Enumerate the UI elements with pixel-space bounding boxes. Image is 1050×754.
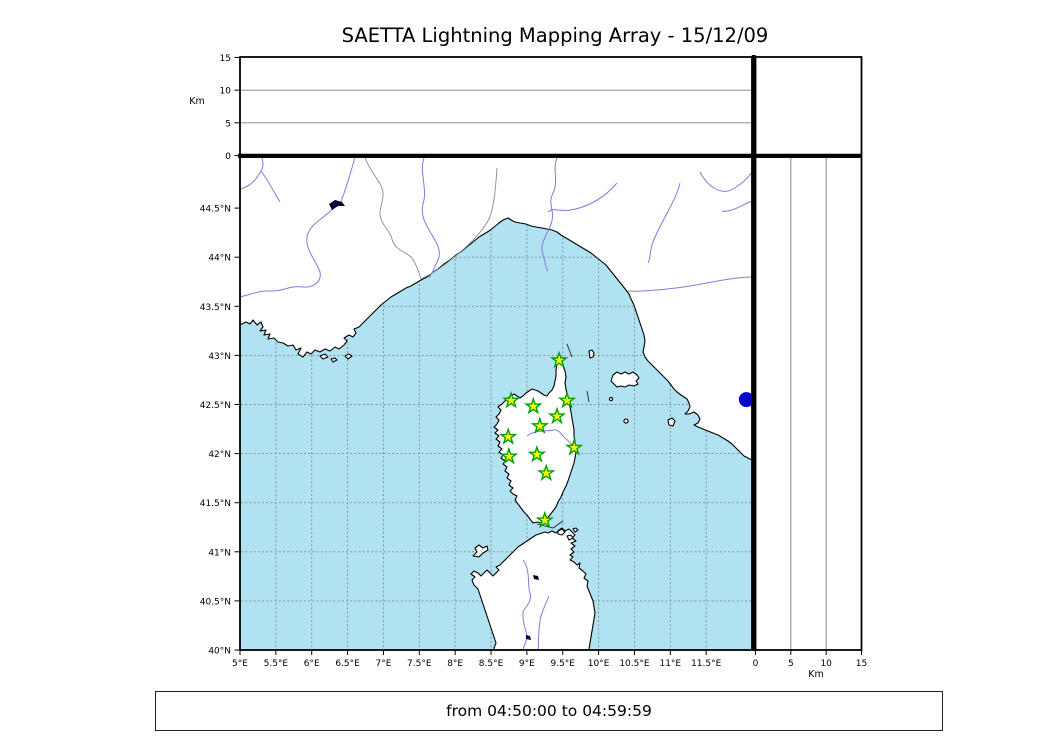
lat-tick-label: 44.5°N <box>200 205 231 215</box>
island-capraia <box>588 349 595 359</box>
top-km-tick-label: 10 <box>220 87 232 97</box>
lake-serre-poncon <box>329 200 345 210</box>
page-title: SAETTA Lightning Mapping Array - 15/12/0… <box>341 24 769 47</box>
island-elba <box>610 371 640 388</box>
corner-panel <box>754 56 863 157</box>
time-window-text: from 04:50:00 to 04:59:59 <box>446 702 652 720</box>
lake-sardinia-2 <box>526 635 531 640</box>
top-altitude-panel <box>239 56 753 157</box>
station-star-marker <box>547 406 567 425</box>
island-montecristo <box>623 418 629 424</box>
island-asinara <box>472 544 489 558</box>
top-km-tick-label: 5 <box>225 119 231 129</box>
lat-tick-label: 41°N <box>208 548 231 558</box>
lightning-event-dot <box>738 392 751 408</box>
river-sardinia-2 <box>537 595 550 649</box>
island-pianosa <box>608 396 614 402</box>
right-km-tick-label: 10 <box>820 659 832 669</box>
right-km-tick-label: 0 <box>753 659 759 669</box>
time-window-box: from 04:50:00 to 04:59:59 <box>155 691 943 731</box>
lat-tick-label: 42°N <box>208 450 231 460</box>
lon-tick-label: 11.5°E <box>691 659 722 669</box>
coastline-mainland <box>241 158 751 461</box>
station-star-marker <box>499 446 519 465</box>
lat-tick-label: 44°N <box>208 254 231 264</box>
river-var <box>421 158 440 279</box>
top-km-axis-label: Km <box>189 96 204 107</box>
border-liguria <box>420 167 498 280</box>
river-sardinia-1 <box>522 559 532 649</box>
top-km-tick-label: 15 <box>220 54 231 64</box>
station-star-marker <box>501 390 521 409</box>
event-points <box>738 392 751 408</box>
right-km-tick-label: 5 <box>788 659 794 669</box>
station-markers <box>498 350 584 529</box>
lon-tick-label: 6.5°E <box>335 659 360 669</box>
tick-labels: 5°E 5.5°E 6°E 6.5°E 7°E 7.5°E 8°E 8.5°E 9°E 9.5°E… <box>200 54 868 669</box>
lat-tick-label: 40.5°N <box>200 597 231 607</box>
map-content <box>241 158 751 649</box>
lon-tick-label: 11°E <box>659 659 681 669</box>
station-star-marker <box>524 396 543 415</box>
lon-tick-label: 9.5°E <box>550 659 575 669</box>
lon-tick-label: 8°E <box>447 659 463 669</box>
lon-tick-label: 8.5°E <box>479 659 504 669</box>
right-km-axis-label: Km <box>808 669 823 680</box>
station-star-marker <box>530 416 550 435</box>
river-po-tributary-4 <box>699 171 751 192</box>
station-star-marker <box>549 350 569 369</box>
lon-tick-label: 10.5°E <box>619 659 650 669</box>
river-po-tributary-5 <box>721 200 751 212</box>
river-po-tributary-3 <box>647 182 681 264</box>
river-po-tributary-2 <box>547 182 618 213</box>
lon-tick-label: 5°E <box>232 659 248 669</box>
islands-hyeres <box>319 353 353 363</box>
lat-tick-label: 43°N <box>208 352 231 362</box>
lat-tick-label: 40°N <box>208 647 231 657</box>
station-star-marker <box>498 427 518 445</box>
lat-tick-label: 42.5°N <box>200 401 231 411</box>
river-durance <box>241 158 356 298</box>
lake-sardinia-1 <box>533 575 539 580</box>
island-maddalena <box>557 527 579 541</box>
river-po-tributary-1 <box>541 158 558 272</box>
lon-tick-label: 5.5°E <box>264 659 289 669</box>
station-star-marker <box>535 510 554 529</box>
lon-tick-label: 7°E <box>375 659 391 669</box>
lon-tick-label: 7.5°E <box>407 659 432 669</box>
top-km-tick-label: 0 <box>225 152 231 162</box>
lon-tick-label: 6°E <box>304 659 320 669</box>
tick-marks <box>234 57 863 655</box>
island-giglio <box>667 417 676 427</box>
river-golo <box>526 429 575 448</box>
panel-gridlines <box>241 89 827 649</box>
lat-tick-label: 41.5°N <box>200 499 231 509</box>
border-france-italy <box>364 158 422 280</box>
station-star-marker <box>527 444 547 463</box>
river-upper-durance <box>241 158 281 203</box>
station-star-marker <box>557 390 577 409</box>
right-altitude-panel <box>754 156 863 651</box>
lon-tick-label: 9°E <box>519 659 535 669</box>
station-star-marker <box>564 437 584 456</box>
lat-tick-label: 43.5°N <box>200 303 231 313</box>
coastline-sardinia <box>470 527 596 649</box>
station-star-marker <box>536 463 556 482</box>
river-arno <box>627 276 751 292</box>
lon-tick-label: 10°E <box>588 659 610 669</box>
right-km-tick-label: 15 <box>856 659 867 669</box>
